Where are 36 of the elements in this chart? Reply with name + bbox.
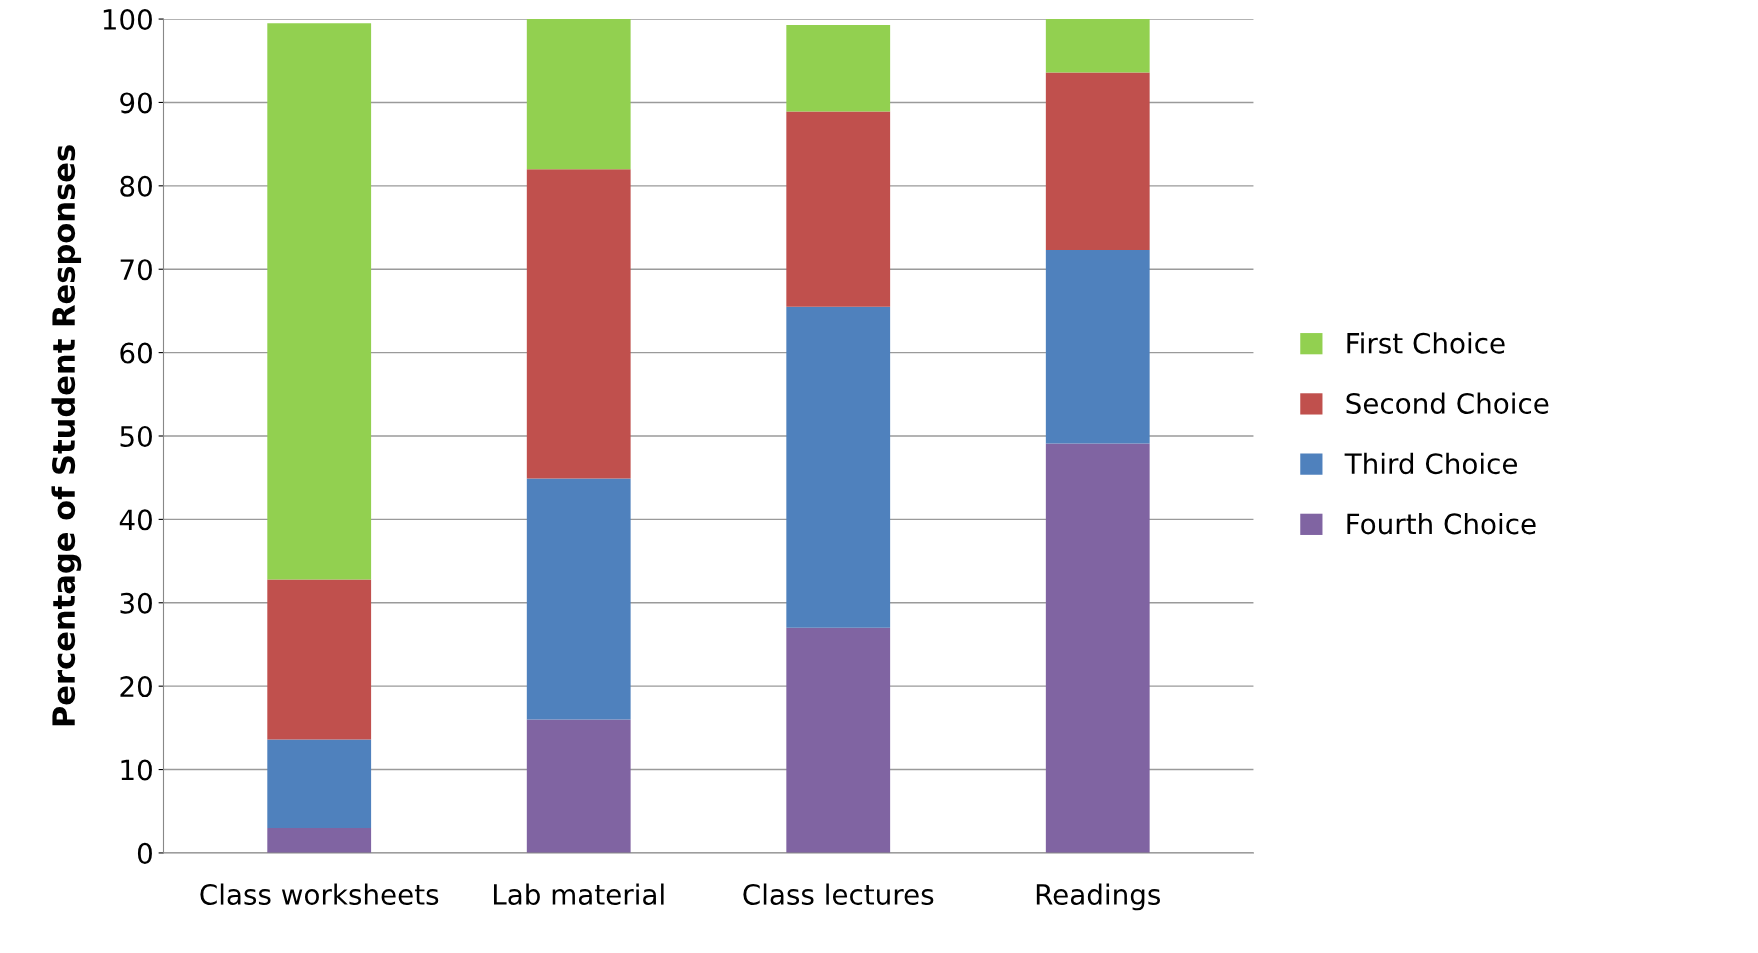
bar [267, 827, 372, 853]
bar [526, 719, 631, 853]
bar [526, 19, 631, 170]
bar [1045, 443, 1150, 853]
x-tick-label: Readings [1036, 883, 1160, 911]
bar [526, 169, 631, 479]
y-tick-label: 70 [120, 259, 152, 281]
bar [786, 306, 891, 628]
bar [267, 739, 372, 828]
bar [1045, 72, 1150, 251]
y-tick-label: 0 [137, 842, 152, 864]
bar [786, 111, 891, 307]
y-tick-label: 100 [103, 9, 152, 31]
y-tick-label: 30 [120, 592, 152, 614]
y-tick-label: 40 [119, 509, 152, 531]
y-tick-label: 90 [120, 92, 152, 114]
y-tick-label: 10 [121, 759, 152, 781]
x-tick-label: Class worksheets [200, 883, 439, 905]
x-tick-label: Class lectures [743, 883, 934, 905]
bar [526, 478, 631, 720]
bar [267, 579, 372, 740]
legend-label: Second Choice [1346, 392, 1549, 414]
y-tick-label: 50 [120, 425, 152, 447]
legend-label: Third Choice [1344, 452, 1517, 475]
bar [267, 23, 372, 580]
bar [786, 24, 891, 112]
legend-label: First Choice [1347, 332, 1505, 354]
bar [1045, 19, 1150, 73]
x-tick-label: Lab material [493, 883, 664, 905]
bar [786, 627, 891, 853]
y-tick-label: 60 [120, 342, 152, 364]
y-tick-label: 80 [120, 175, 152, 197]
y-axis-title: Percentage of Student Responses [51, 145, 82, 726]
bar [1045, 250, 1150, 444]
y-tick-label: 20 [120, 676, 152, 698]
legend-label: Fourth Choice [1347, 512, 1536, 535]
